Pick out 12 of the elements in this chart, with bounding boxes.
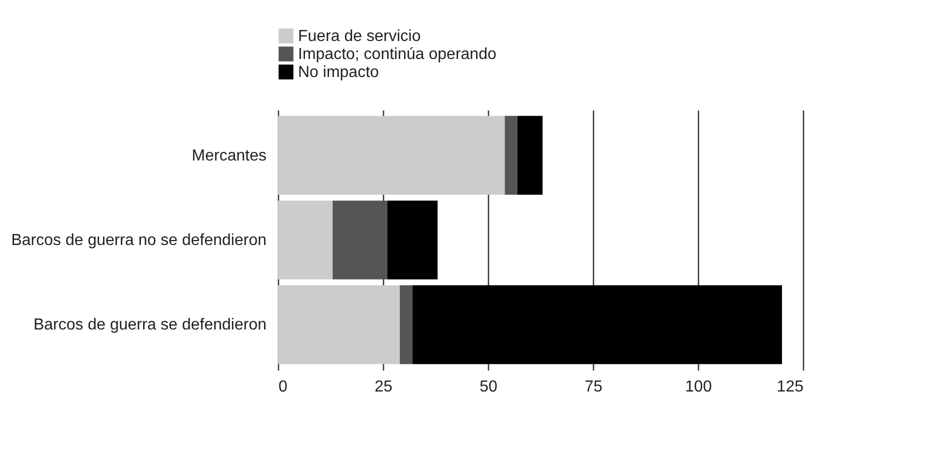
x-tick-label: 75	[584, 378, 602, 396]
y-tick-label: Barcos de guerra no se defendieron	[11, 232, 266, 249]
legend-label: Impacto; continúa operando	[298, 46, 496, 63]
x-tick-label: 100	[685, 378, 712, 396]
x-tick-label: 125	[776, 378, 804, 396]
x-tick-label: 25	[374, 378, 392, 396]
y-tick-label: Barcos de guerra se defendieron	[33, 316, 266, 334]
y-tick-label: Mercantes	[192, 147, 266, 164]
x-tick-label: 50	[480, 378, 498, 396]
x-tick-label: 0	[278, 378, 288, 396]
legend-label: Fuera de servicio	[298, 28, 421, 45]
legend-label: No impacto	[298, 64, 380, 81]
